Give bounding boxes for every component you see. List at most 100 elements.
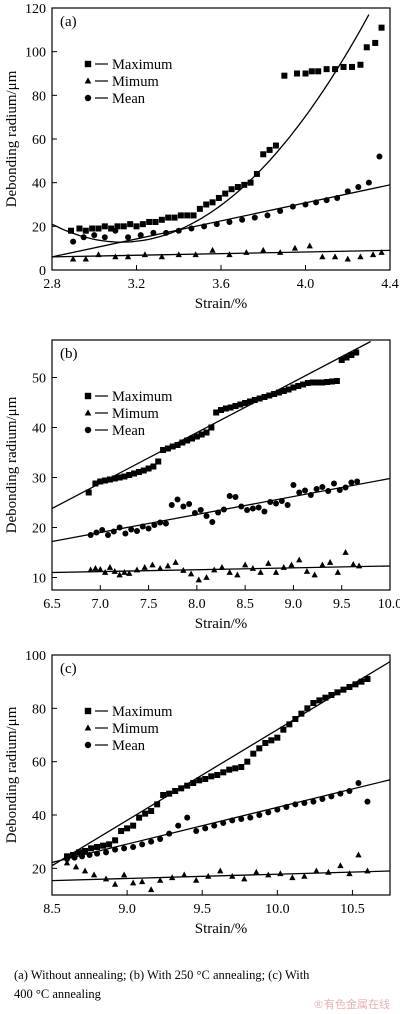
data-point-maximum bbox=[227, 404, 234, 411]
data-point-maximum bbox=[160, 792, 167, 798]
legend-marker-mean bbox=[84, 426, 92, 434]
data-point-mimum bbox=[277, 249, 284, 255]
data-point-maximum bbox=[152, 218, 159, 225]
data-point-mean bbox=[193, 828, 200, 834]
data-point-mimum bbox=[106, 564, 114, 570]
data-point-mimum bbox=[195, 576, 202, 583]
data-point-maximum bbox=[315, 68, 322, 75]
data-point-maximum bbox=[348, 63, 355, 70]
data-point-maximum bbox=[142, 810, 149, 817]
data-point-maximum bbox=[256, 745, 263, 752]
data-point-mimum bbox=[301, 872, 308, 879]
fit-line-mimum bbox=[52, 870, 390, 882]
data-point-mimum bbox=[291, 244, 299, 251]
data-point-mean bbox=[87, 532, 94, 538]
data-point-mean bbox=[239, 216, 246, 223]
data-point-mean bbox=[163, 229, 170, 236]
data-point-mean bbox=[313, 486, 320, 492]
data-point-mean bbox=[264, 212, 271, 219]
fit-line-mean bbox=[52, 184, 390, 258]
data-point-mean bbox=[162, 520, 169, 527]
data-point-maximum bbox=[334, 689, 341, 696]
data-point-maximum bbox=[133, 223, 140, 230]
data-point-mean bbox=[103, 849, 110, 856]
data-point-maximum bbox=[353, 349, 360, 356]
data-point-mimum bbox=[265, 871, 272, 878]
data-point-mimum bbox=[303, 568, 311, 574]
data-point-mean bbox=[273, 500, 280, 507]
data-point-maximum bbox=[247, 179, 254, 186]
data-point-maximum bbox=[68, 227, 75, 234]
data-point-maximum bbox=[165, 214, 172, 221]
data-point-maximum bbox=[260, 151, 267, 158]
data-point-mimum bbox=[124, 253, 132, 260]
data-point-mimum bbox=[81, 867, 89, 874]
data-point-maximum bbox=[280, 388, 287, 394]
data-point-mean bbox=[251, 214, 258, 221]
data-point-mean bbox=[209, 519, 216, 525]
data-point-maximum bbox=[172, 788, 179, 794]
data-point-mean bbox=[346, 788, 353, 794]
data-point-mean bbox=[213, 221, 220, 228]
x-tick-label: 10.0 bbox=[265, 902, 290, 917]
data-point-maximum bbox=[363, 44, 370, 51]
plot-frame bbox=[51, 7, 391, 271]
data-point-mean bbox=[145, 525, 152, 532]
y-tick-label: 40 bbox=[32, 809, 46, 824]
data-point-mimum bbox=[157, 565, 164, 571]
data-point-maximum bbox=[323, 66, 330, 73]
data-point-mean bbox=[261, 508, 268, 515]
data-point-maximum bbox=[244, 758, 251, 765]
y-tick-label: 50 bbox=[32, 372, 46, 387]
data-point-mean bbox=[191, 510, 198, 516]
legend-label: Mimum bbox=[112, 406, 159, 422]
data-point-mimum bbox=[169, 874, 176, 881]
data-point-mimum bbox=[319, 561, 326, 568]
data-point-maximum bbox=[253, 170, 260, 177]
data-point-mean bbox=[211, 822, 218, 829]
x-tick-label: 10.0 bbox=[378, 597, 400, 612]
data-point-mean bbox=[336, 487, 343, 493]
data-point-mean bbox=[184, 814, 191, 821]
data-point-maximum bbox=[203, 429, 210, 436]
caption-line-2: 400 °C annealing bbox=[14, 987, 101, 1001]
data-point-maximum bbox=[274, 734, 281, 741]
data-point-maximum bbox=[196, 777, 203, 784]
data-point-maximum bbox=[174, 442, 181, 448]
y-tick-label: 10 bbox=[32, 572, 46, 587]
data-point-mimum bbox=[296, 556, 303, 563]
x-tick-label: 9.5 bbox=[193, 902, 211, 917]
data-point-mimum bbox=[192, 251, 199, 258]
data-point-maximum bbox=[286, 721, 293, 728]
data-point-mimum bbox=[319, 253, 326, 260]
data-point-maximum bbox=[88, 845, 95, 852]
data-point-mean bbox=[307, 492, 314, 498]
data-point-maximum bbox=[237, 401, 244, 408]
data-point-maximum bbox=[266, 146, 273, 153]
data-point-maximum bbox=[300, 381, 307, 388]
data-point-mimum bbox=[211, 566, 218, 573]
data-point-maximum bbox=[106, 841, 113, 848]
data-point-mean bbox=[229, 817, 236, 824]
data-point-mimum bbox=[180, 567, 187, 573]
data-point-mimum bbox=[95, 251, 102, 258]
data-point-maximum bbox=[202, 776, 209, 782]
data-point-mean bbox=[70, 238, 77, 245]
data-point-maximum bbox=[111, 475, 118, 482]
data-point-mimum bbox=[97, 566, 104, 572]
chart-panel-a: 2.8 3.2 3.6 4.0 4.4 0 20 40 60 80 100 120 Strain/% De… bbox=[4, 2, 399, 312]
x-tick-label: 9.5 bbox=[333, 597, 351, 612]
data-point-maximum bbox=[280, 726, 287, 733]
data-point-mean bbox=[289, 203, 296, 210]
data-point-mimum bbox=[116, 571, 123, 578]
legend-label: Mean bbox=[112, 423, 146, 439]
y-tick-label: 40 bbox=[32, 422, 46, 437]
data-point-maximum bbox=[329, 378, 336, 385]
data-point-mean bbox=[302, 201, 309, 208]
data-point-maximum bbox=[190, 780, 197, 786]
data-point-mean bbox=[283, 804, 290, 810]
data-point-mean bbox=[355, 184, 362, 191]
data-point-mean bbox=[202, 825, 209, 832]
data-point-maximum bbox=[190, 212, 197, 219]
panel-label: (b) bbox=[60, 346, 78, 362]
